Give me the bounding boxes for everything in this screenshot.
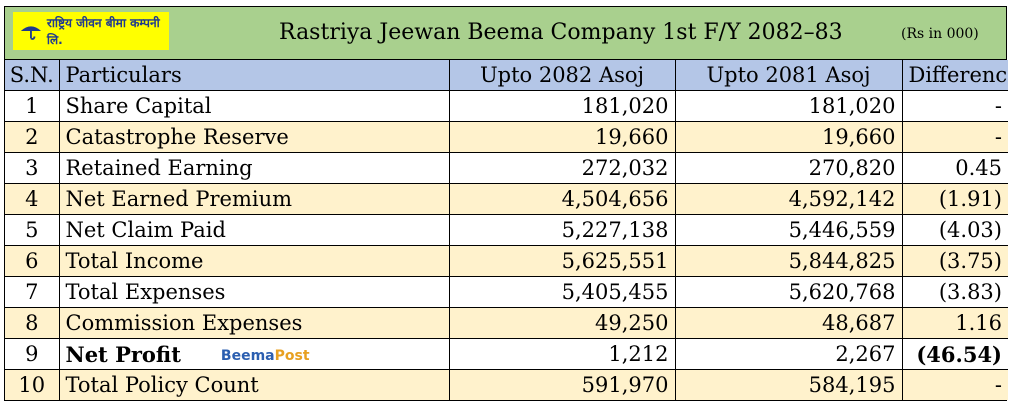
watermark-part1: Beema <box>220 348 275 364</box>
particular-label: Share Capital <box>65 94 212 118</box>
cell-particular: Total Policy Count <box>58 369 450 400</box>
col-header-2082: Upto 2082 Asoj <box>448 60 676 91</box>
cell-sn: 6 <box>5 245 60 277</box>
cell-value-2081: 5,620,768 <box>674 276 903 308</box>
cell-sn: 7 <box>5 276 60 308</box>
cell-value-2081: 2,267 <box>674 338 903 370</box>
watermark-part2: Post <box>274 348 310 364</box>
cell-particular: Retained Earning <box>58 152 450 184</box>
cell-particular: Net Profit BeemaPost <box>58 338 450 370</box>
cell-value-2081: 584,195 <box>674 369 903 400</box>
cell-difference: - <box>901 90 1008 122</box>
table-row: 3 Retained Earning 272,032 270,820 0.45 <box>5 152 1008 184</box>
table-row: 2 Catastrophe Reserve 19,660 19,660- <box>5 121 1008 153</box>
cell-value-2082: 181,020 <box>448 90 676 122</box>
cell-particular: Total Income <box>58 245 450 277</box>
particular-label: Total Income <box>65 249 204 273</box>
cell-sn: 5 <box>5 214 60 246</box>
particular-label: Commission Expenses <box>65 311 303 335</box>
table-row: 10 Total Policy Count 591,970 584,195- <box>5 369 1008 400</box>
financial-table: S.N. Particulars Upto 2082 Asoj Upto 208… <box>5 60 1008 400</box>
table-row: 1 Share Capital 181,020 181,020- <box>5 90 1008 122</box>
cell-value-2082: 5,625,551 <box>448 245 676 277</box>
cell-difference: (4.03) <box>901 214 1008 246</box>
cell-sn: 4 <box>5 183 60 215</box>
cell-sn: 10 <box>5 369 60 400</box>
cell-value-2082: 4,504,656 <box>448 183 676 215</box>
beemapost-watermark: BeemaPost <box>221 348 310 364</box>
cell-value-2081: 270,820 <box>674 152 903 184</box>
cell-difference: (46.54) <box>901 338 1008 370</box>
cell-difference: - <box>901 121 1008 153</box>
cell-particular: Catastrophe Reserve <box>58 121 450 153</box>
table-row: 9 Net Profit BeemaPost 1,212 2,267 (46.54) <box>5 338 1008 370</box>
unit-note: (Rs in 000) <box>901 26 979 42</box>
cell-sn: 9 <box>5 338 60 370</box>
particular-label: Net Claim Paid <box>65 218 226 242</box>
cell-particular: Net Claim Paid <box>58 214 450 246</box>
cell-sn: 1 <box>5 90 60 122</box>
spreadsheet-table: राष्ट्रिय जीवन बीमा कम्पनी लि. Rastriya … <box>4 6 1008 401</box>
cell-value-2081: 4,592,142 <box>674 183 903 215</box>
particular-label: Catastrophe Reserve <box>65 125 289 149</box>
cell-difference: (3.83) <box>901 276 1008 308</box>
cell-value-2082: 49,250 <box>448 307 676 339</box>
cell-difference: - <box>901 369 1008 400</box>
cell-particular: Share Capital <box>58 90 450 122</box>
title-row: राष्ट्रिय जीवन बीमा कम्पनी लि. Rastriya … <box>5 7 1006 60</box>
col-header-difference: Difference <box>901 60 1008 91</box>
cell-sn: 8 <box>5 307 60 339</box>
table-row: 7 Total Expenses 5,405,455 5,620,768 (3.83) <box>5 276 1008 308</box>
cell-value-2081: 5,446,559 <box>674 214 903 246</box>
particular-label: Net Earned Premium <box>65 187 293 211</box>
company-logo: राष्ट्रिय जीवन बीमा कम्पनी लि. <box>13 12 169 50</box>
table-row: 5 Net Claim Paid 5,227,138 5,446,559 (4.03) <box>5 214 1008 246</box>
cell-value-2082: 591,970 <box>448 369 676 400</box>
cell-difference: 1.16 <box>901 307 1008 339</box>
cell-particular: Commission Expenses <box>58 307 450 339</box>
cell-value-2082: 272,032 <box>448 152 676 184</box>
cell-value-2082: 5,227,138 <box>448 214 676 246</box>
cell-sn: 2 <box>5 121 60 153</box>
cell-value-2082: 19,660 <box>448 121 676 153</box>
cell-value-2081: 19,660 <box>674 121 903 153</box>
column-header-row: S.N. Particulars Upto 2082 Asoj Upto 208… <box>5 60 1008 91</box>
col-header-sn: S.N. <box>5 60 60 91</box>
col-header-2081: Upto 2081 Asoj <box>674 60 903 91</box>
col-header-particulars: Particulars <box>58 60 450 91</box>
umbrella-logo-icon <box>20 26 42 40</box>
cell-particular: Net Earned Premium <box>58 183 450 215</box>
cell-value-2082: 5,405,455 <box>448 276 676 308</box>
logo-text: राष्ट्रिय जीवन बीमा कम्पनी लि. <box>46 16 160 47</box>
cell-value-2081: 5,844,825 <box>674 245 903 277</box>
table-row: 6 Total Income 5,625,551 5,844,825 (3.75) <box>5 245 1008 277</box>
cell-value-2082: 1,212 <box>448 338 676 370</box>
cell-value-2081: 181,020 <box>674 90 903 122</box>
sheet-title: Rastriya Jeewan Beema Company 1st F/Y 20… <box>279 20 843 45</box>
particular-label: Retained Earning <box>65 156 253 180</box>
cell-difference: 0.45 <box>901 152 1008 184</box>
table-row: 4 Net Earned Premium 4,504,656 4,592,142 (1.… <box>5 183 1008 215</box>
particular-label: Total Policy Count <box>65 373 259 397</box>
cell-difference: (1.91) <box>901 183 1008 215</box>
cell-value-2081: 48,687 <box>674 307 903 339</box>
cell-difference: (3.75) <box>901 245 1008 277</box>
particular-label: Net Profit <box>65 341 181 367</box>
cell-particular: Total Expenses <box>58 276 450 308</box>
cell-sn: 3 <box>5 152 60 184</box>
particular-label: Total Expenses <box>65 280 226 304</box>
table-row: 8 Commission Expenses 49,250 48,687 1.16 <box>5 307 1008 339</box>
